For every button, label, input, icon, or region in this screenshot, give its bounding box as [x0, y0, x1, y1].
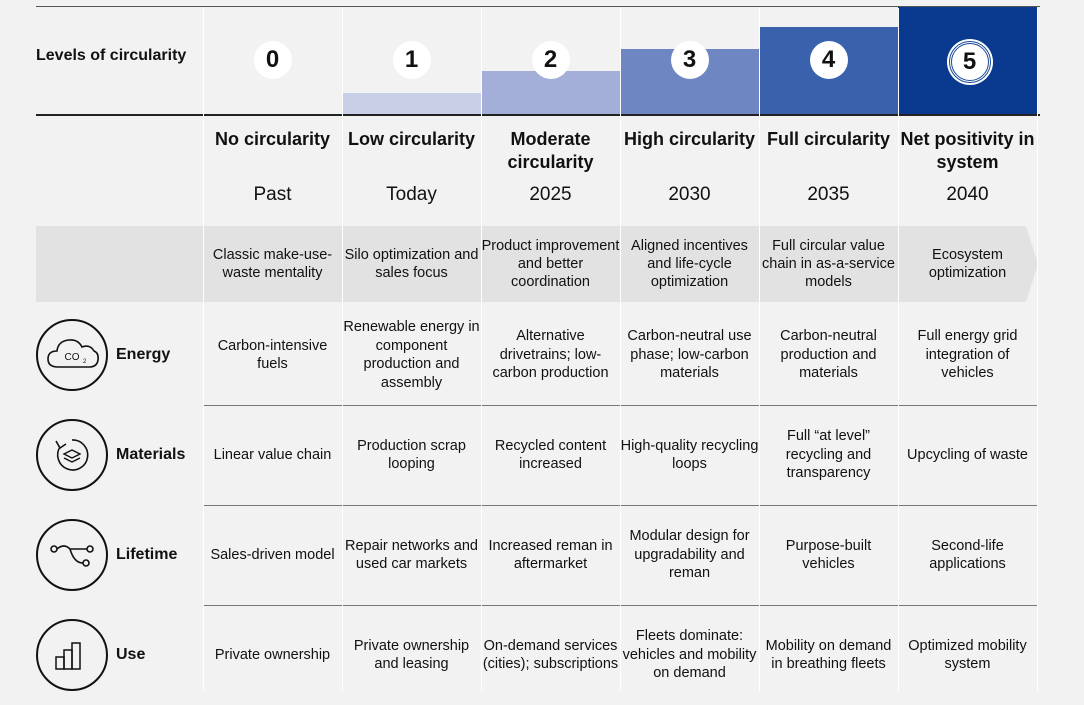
stage-description: Aligned incentives and life-cycle optimi… — [631, 238, 748, 290]
matrix-cell: Private ownership — [214, 646, 331, 663]
column-title: Full circularity — [766, 129, 891, 149]
co2-cloud-icon: CO 2 — [36, 319, 108, 391]
matrix-cell: Carbon-neutral production and materials — [780, 328, 877, 382]
matrix-cell: High-quality recycling loops — [620, 437, 759, 473]
column-divider — [203, 8, 204, 691]
matrix-cell: Repair networks and used car markets — [345, 537, 478, 573]
header-baseline — [36, 114, 1040, 116]
level-badge-4: 4 — [809, 41, 848, 79]
matrix-cell: On-demand services (cities); subscriptio… — [482, 637, 619, 673]
stage-banner — [36, 226, 1038, 302]
column-divider — [342, 8, 343, 691]
column-year: Today — [386, 184, 437, 205]
stage-description: Product improvement and better coordinat… — [481, 238, 620, 290]
column-year: 2035 — [807, 184, 850, 205]
matrix-cell: Linear value chain — [213, 446, 332, 463]
matrix-cell: Increased reman in aftermarket — [488, 537, 613, 573]
column-title: Low circularity — [347, 129, 476, 149]
column-year: 2025 — [529, 184, 572, 205]
matrix-cell: Carbon-intensive fuels — [217, 337, 328, 373]
matrix-cell: Upcycling of waste — [907, 446, 1028, 463]
level-badge-0: 0 — [253, 41, 292, 79]
levels-label: Levels of circularity — [36, 47, 187, 64]
stage-description: Ecosystem optimization — [928, 247, 1007, 281]
level-badge-5: 5 — [948, 41, 991, 83]
matrix-cell: Renewable energy in component production… — [343, 319, 480, 391]
row-label-lifetime: Lifetime — [116, 546, 178, 563]
matrix-cell: Production scrap looping — [357, 437, 466, 473]
column-year: 2040 — [946, 184, 989, 205]
matrix-cell: Full energy grid integration of vehicles — [917, 328, 1018, 382]
top-rule — [36, 6, 1040, 7]
bar-chart-icon — [36, 619, 108, 691]
row-label-energy: Energy — [116, 346, 171, 363]
column-title: Net positivity in system — [900, 129, 1035, 172]
svg-text:CO: CO — [65, 352, 80, 363]
matrix-cell: Optimized mobility system — [908, 637, 1027, 673]
matrix-cell: Purpose-built vehicles — [785, 537, 872, 573]
level-badge-3: 3 — [670, 41, 709, 79]
stage-description: Silo optimization and sales focus — [344, 247, 479, 281]
matrix-cell: Mobility on demand in breathing fleets — [765, 637, 892, 673]
matrix-cell: Full “at level” recycling and transparen… — [785, 428, 872, 482]
column-title: High circularity — [623, 129, 756, 149]
stage-description: Classic make-use-waste mentality — [212, 247, 333, 281]
column-title: Moderate circularity — [507, 129, 594, 172]
matrix-cell: Alternative drivetrains; low-carbon prod… — [492, 328, 609, 382]
svg-text:2: 2 — [83, 359, 87, 365]
column-year: Past — [253, 184, 292, 205]
column-year: 2030 — [668, 184, 711, 205]
branch-path-icon — [36, 519, 108, 591]
column-divider — [481, 8, 482, 691]
matrix-cell: Recycled content increased — [494, 437, 607, 473]
column-divider — [759, 8, 760, 691]
recycle-layers-icon — [36, 419, 108, 491]
matrix-cell: Fleets dominate: vehicles and mobility o… — [622, 628, 757, 682]
row-label-use: Use — [116, 646, 146, 663]
stage-description: Full circular value chain in as-a-servic… — [762, 238, 895, 290]
matrix-cell: Second-life applications — [929, 537, 1006, 573]
column-divider — [620, 8, 621, 691]
column-divider — [1037, 8, 1038, 691]
level-badge-1: 1 — [392, 41, 431, 79]
matrix-cell: Carbon-neutral use phase; low-carbon mat… — [627, 328, 752, 382]
level-badge-2: 2 — [531, 41, 570, 79]
column-title: No circularity — [214, 129, 331, 149]
column-divider — [898, 8, 899, 691]
matrix-cell: Modular design for upgradability and rem… — [629, 528, 750, 582]
matrix-cell: Private ownership and leasing — [353, 637, 470, 673]
matrix-cell: Sales-driven model — [210, 546, 335, 563]
level-step-1 — [342, 93, 481, 115]
row-label-materials: Materials — [116, 446, 186, 463]
